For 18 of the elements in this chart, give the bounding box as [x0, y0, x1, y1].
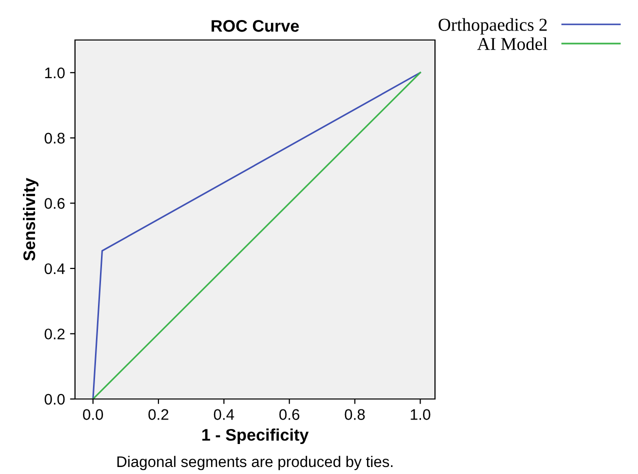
- x-tick-label: 0.4: [214, 409, 234, 420]
- text: Diagonal segments are produced by ties.: [117, 456, 392, 470]
- x-axis-title: 1 - Specificity: [202, 428, 309, 444]
- y-axis-title: Sensitivity: [22, 178, 38, 261]
- legend-label: AI Model: [477, 37, 548, 50]
- x-tick-label: 0.2: [148, 409, 168, 420]
- x-tick-label: 0.8: [344, 409, 365, 420]
- x-tick-label: 0.0: [82, 409, 104, 420]
- y-tick-label: 0.8: [44, 132, 65, 144]
- y-tick-label: 1.0: [45, 68, 65, 78]
- y-tick-label: 0.2: [44, 328, 65, 340]
- x-tick-label: 1.0: [410, 409, 430, 420]
- y-tick-label: 0.0: [44, 394, 65, 405]
- y-tick-label: 0.6: [44, 198, 65, 209]
- chart-title: ROC Curve: [212, 20, 299, 32]
- x-tick-label: 0.6: [279, 409, 300, 420]
- y-tick-label: 0.4: [44, 263, 65, 274]
- legend-label: Orthopaedics 2: [438, 18, 547, 35]
